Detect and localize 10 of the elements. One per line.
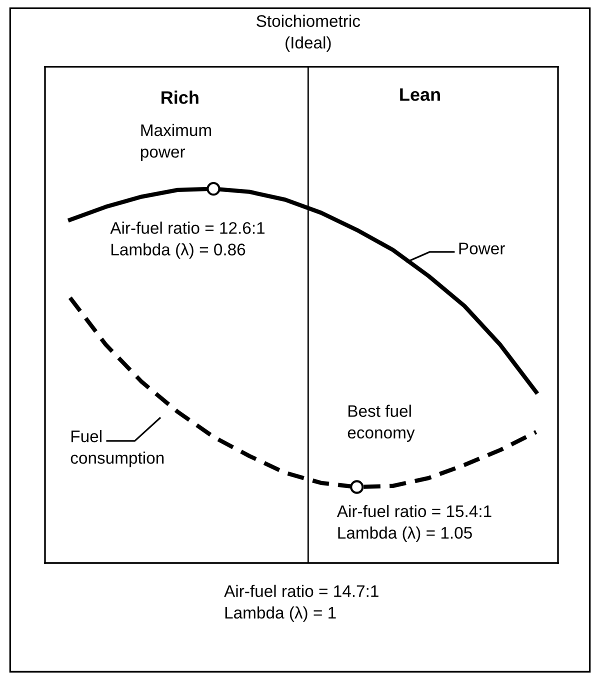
text: Lean [400, 88, 440, 101]
annotation: Air-fuel ratio = 15.4:1 Lambda (λ) = 1.05 [336, 504, 492, 542]
text: Stoichiometric (Ideal) [256, 14, 360, 52]
legend-label: Power [459, 242, 505, 254]
text: Air-fuel ratio = 14.7:1 Lambda (λ) = 1 [224, 584, 378, 622]
annotation: Best fuel economy [348, 404, 415, 442]
annotation: Air-fuel ratio = 12.6:1 Lambda (λ) = 0.86 [110, 222, 265, 259]
text: Rich [162, 90, 198, 104]
text: Maximum power [140, 124, 212, 162]
series-label: Fuel consumption [70, 430, 164, 468]
